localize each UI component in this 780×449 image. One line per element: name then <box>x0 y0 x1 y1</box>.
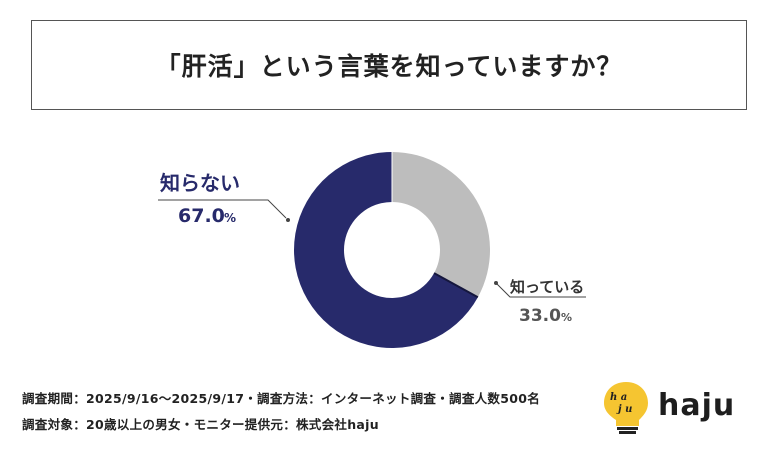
donut-slice-0 <box>392 152 490 298</box>
leader-line-1 <box>158 199 287 219</box>
label-unit-1: % <box>224 211 236 225</box>
label-value-1: 67.0 <box>178 205 225 227</box>
slice-separator <box>433 272 479 299</box>
label-value-0: 33.0 <box>519 306 561 326</box>
title-box: 「肝活」という言葉を知っていますか？ <box>31 20 747 110</box>
bulb-lettering-2: j u <box>618 404 633 415</box>
label-unit-0: % <box>561 311 572 324</box>
leader-dot-0 <box>494 281 498 285</box>
haju-logo: h a j u haju <box>596 376 756 436</box>
leader-line-0 <box>496 283 586 298</box>
survey-period-note: 調査期間：2025/9/16〜2025/9/17・調査方法：インターネット調査・… <box>22 391 541 406</box>
lightbulb-icon <box>604 382 648 434</box>
bulb-lettering: h a <box>610 392 628 403</box>
label-category-1: 知らない <box>160 171 240 195</box>
label-category-0: 知っている <box>510 278 584 296</box>
leader-dot-1 <box>286 218 290 222</box>
survey-target-note: 調査対象：20歳以上の男女・モニター提供元：株式会社haju <box>22 417 379 432</box>
logo-wordmark: haju <box>658 388 736 423</box>
chart-title: 「肝活」という言葉を知っていますか？ <box>155 52 623 81</box>
donut-slice-1 <box>293 152 478 349</box>
